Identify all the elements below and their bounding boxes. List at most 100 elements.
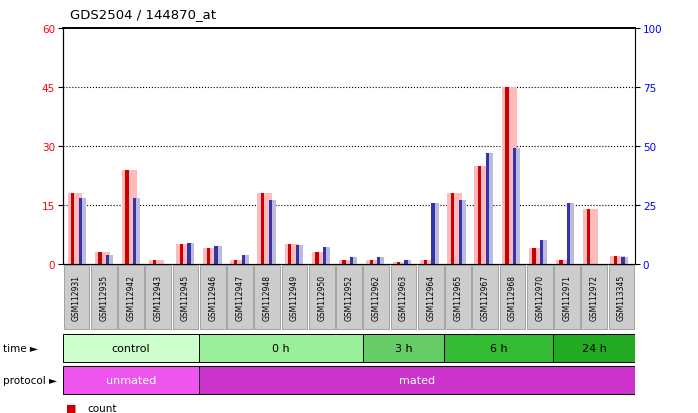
- Bar: [336, 266, 362, 329]
- Bar: [107, 255, 113, 264]
- Bar: [554, 334, 635, 362]
- Bar: [288, 244, 292, 264]
- Bar: [420, 261, 435, 264]
- Bar: [377, 257, 380, 264]
- Bar: [106, 255, 109, 264]
- Bar: [528, 249, 544, 264]
- Bar: [153, 261, 156, 264]
- Text: GSM112948: GSM112948: [262, 274, 272, 320]
- Bar: [569, 203, 574, 264]
- Bar: [126, 170, 128, 264]
- Bar: [199, 334, 363, 362]
- Text: GSM112965: GSM112965: [454, 274, 463, 320]
- Bar: [533, 249, 535, 264]
- Bar: [393, 262, 408, 264]
- Bar: [583, 209, 598, 264]
- Text: GSM112935: GSM112935: [99, 274, 108, 320]
- Bar: [189, 243, 194, 264]
- Text: GDS2504 / 144870_at: GDS2504 / 144870_at: [70, 8, 216, 21]
- Bar: [586, 209, 590, 264]
- Bar: [366, 261, 381, 264]
- Bar: [475, 166, 489, 264]
- Bar: [540, 241, 543, 264]
- Bar: [581, 266, 607, 329]
- Bar: [214, 247, 218, 264]
- Bar: [98, 253, 102, 264]
- Bar: [500, 266, 526, 329]
- Bar: [623, 257, 628, 264]
- Bar: [315, 253, 318, 264]
- Bar: [64, 266, 89, 329]
- Text: GSM112964: GSM112964: [426, 274, 436, 320]
- Bar: [350, 257, 353, 264]
- Bar: [609, 266, 634, 329]
- Bar: [513, 149, 516, 264]
- Bar: [364, 266, 389, 329]
- Bar: [567, 203, 570, 264]
- Bar: [433, 203, 438, 264]
- Bar: [176, 244, 191, 264]
- Bar: [473, 266, 498, 329]
- Bar: [243, 255, 248, 264]
- Bar: [282, 266, 307, 329]
- Text: GSM112963: GSM112963: [399, 274, 408, 320]
- Bar: [352, 257, 357, 264]
- Text: GSM112943: GSM112943: [154, 274, 163, 320]
- Text: GSM112967: GSM112967: [481, 274, 490, 320]
- Bar: [445, 266, 471, 329]
- Bar: [554, 266, 580, 329]
- Text: GSM112947: GSM112947: [235, 274, 244, 320]
- Bar: [339, 261, 354, 264]
- Bar: [227, 266, 253, 329]
- Bar: [234, 261, 237, 264]
- Bar: [95, 253, 110, 264]
- Text: mated: mated: [399, 375, 435, 385]
- Text: time ►: time ►: [3, 343, 38, 353]
- Bar: [258, 194, 272, 264]
- Bar: [406, 261, 411, 264]
- Bar: [80, 198, 86, 264]
- Bar: [230, 261, 245, 264]
- Bar: [79, 198, 82, 264]
- Bar: [242, 255, 245, 264]
- Bar: [325, 248, 330, 264]
- Bar: [445, 334, 554, 362]
- Bar: [478, 166, 482, 264]
- Bar: [621, 257, 625, 264]
- Bar: [207, 249, 210, 264]
- Bar: [447, 194, 462, 264]
- Bar: [91, 266, 117, 329]
- Bar: [614, 256, 617, 264]
- Bar: [255, 266, 280, 329]
- Bar: [149, 261, 164, 264]
- Text: 3 h: 3 h: [394, 343, 413, 353]
- Bar: [172, 266, 198, 329]
- Bar: [309, 266, 334, 329]
- Text: GSM112950: GSM112950: [318, 274, 326, 320]
- Bar: [431, 203, 435, 264]
- Text: GSM112942: GSM112942: [126, 274, 135, 320]
- Text: unmated: unmated: [106, 375, 156, 385]
- Bar: [424, 261, 427, 264]
- Bar: [379, 257, 385, 264]
- Bar: [179, 244, 183, 264]
- Bar: [261, 194, 265, 264]
- Bar: [556, 261, 571, 264]
- Bar: [71, 194, 75, 264]
- Bar: [285, 244, 299, 264]
- Bar: [312, 253, 327, 264]
- Bar: [133, 198, 136, 264]
- Bar: [297, 245, 303, 264]
- Bar: [451, 194, 454, 264]
- Bar: [396, 262, 400, 264]
- Bar: [200, 266, 225, 329]
- Text: GSM112946: GSM112946: [208, 274, 217, 320]
- Bar: [418, 266, 443, 329]
- Bar: [63, 366, 199, 394]
- Text: protocol ►: protocol ►: [3, 375, 57, 385]
- Bar: [560, 261, 563, 264]
- Bar: [203, 249, 218, 264]
- Bar: [363, 334, 445, 362]
- Text: 6 h: 6 h: [490, 343, 507, 353]
- Bar: [505, 88, 509, 264]
